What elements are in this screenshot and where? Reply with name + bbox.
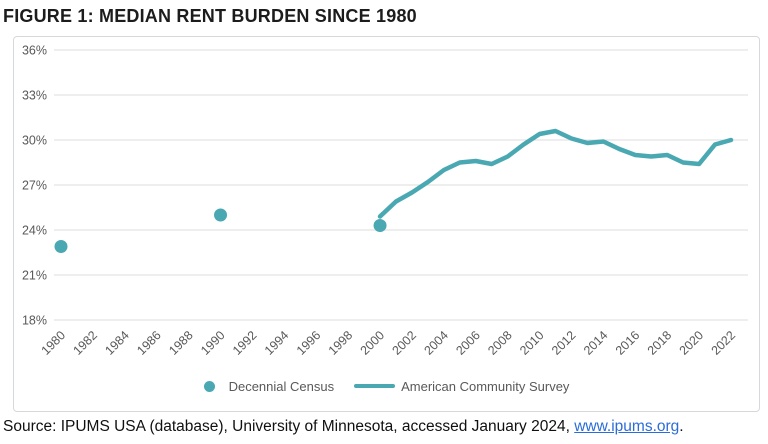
x-axis-tick-label: 1986 xyxy=(134,328,164,358)
census-data-point xyxy=(54,240,68,253)
census-data-point xyxy=(214,208,228,222)
x-axis-tick-label: 1994 xyxy=(262,328,292,358)
x-axis-tick-label: 2008 xyxy=(485,328,515,358)
x-axis-tick-label: 1980 xyxy=(39,328,69,358)
rent-burden-chart: 18% 21% 24% 27% 30% 33% 36% 1980 1982 1984 1986 198… xyxy=(22,44,748,358)
x-axis-tick-label: 2014 xyxy=(581,328,611,358)
acs-line-swatch-icon xyxy=(354,383,396,389)
y-axis-tick-label: 30% xyxy=(22,134,47,148)
x-axis-tick-label: 2016 xyxy=(613,328,643,358)
chart-legend: Decennial Census American Community Surv… xyxy=(14,369,759,411)
x-axis-tick-label: 2004 xyxy=(421,328,451,358)
x-axis-tick-label: 2000 xyxy=(358,328,388,358)
x-axis-tick-label: 2012 xyxy=(549,328,579,358)
y-axis-tick-label: 33% xyxy=(22,89,47,103)
x-axis-tick-label: 1990 xyxy=(198,328,228,358)
x-axis-tick-label: 2010 xyxy=(517,328,547,358)
x-axis-tick-label: 1992 xyxy=(230,328,260,358)
x-axis-tick-label: 2022 xyxy=(709,328,739,358)
x-axis-tick-label: 2002 xyxy=(390,328,420,358)
y-axis-tick-label: 27% xyxy=(22,179,47,193)
legend-item-acs: American Community Survey xyxy=(354,379,569,394)
x-axis-tick-label: 2018 xyxy=(645,328,675,358)
census-dot-swatch-icon xyxy=(203,380,215,392)
x-axis-tick-label: 1996 xyxy=(294,328,324,358)
x-axis-tick-label: 2020 xyxy=(677,328,707,358)
legend-item-decennial-census: Decennial Census xyxy=(203,378,335,394)
ipums-link[interactable]: www.ipums.org xyxy=(574,418,680,435)
acs-series-line xyxy=(377,128,734,219)
chart-panel: 18% 21% 24% 27% 30% 33% 36% 1980 1982 1984 1986 198… xyxy=(13,36,760,412)
x-axis-tick-label: 1988 xyxy=(166,328,196,358)
source-note: Source: IPUMS USA (database), University… xyxy=(3,418,765,436)
x-axis-tick-label: 2006 xyxy=(453,328,483,358)
census-data-point xyxy=(373,219,387,232)
x-axis-tick-label: 1984 xyxy=(102,328,132,358)
y-axis-tick-label: 36% xyxy=(22,44,47,58)
y-axis-tick-label: 21% xyxy=(22,269,47,283)
figure-title: FIGURE 1: MEDIAN RENT BURDEN SINCE 1980 xyxy=(3,6,417,26)
source-text: Source: IPUMS USA (database), University… xyxy=(3,418,575,435)
legend-label-acs: American Community Survey xyxy=(401,378,570,394)
y-axis-tick-label: 18% xyxy=(22,314,47,328)
legend-label-decennial-census: Decennial Census xyxy=(228,378,335,394)
x-axis-tick-label: 1982 xyxy=(70,328,100,358)
source-period: . xyxy=(679,418,684,435)
x-axis-tick-label: 1998 xyxy=(326,328,356,358)
y-axis-tick-label: 24% xyxy=(22,224,47,238)
